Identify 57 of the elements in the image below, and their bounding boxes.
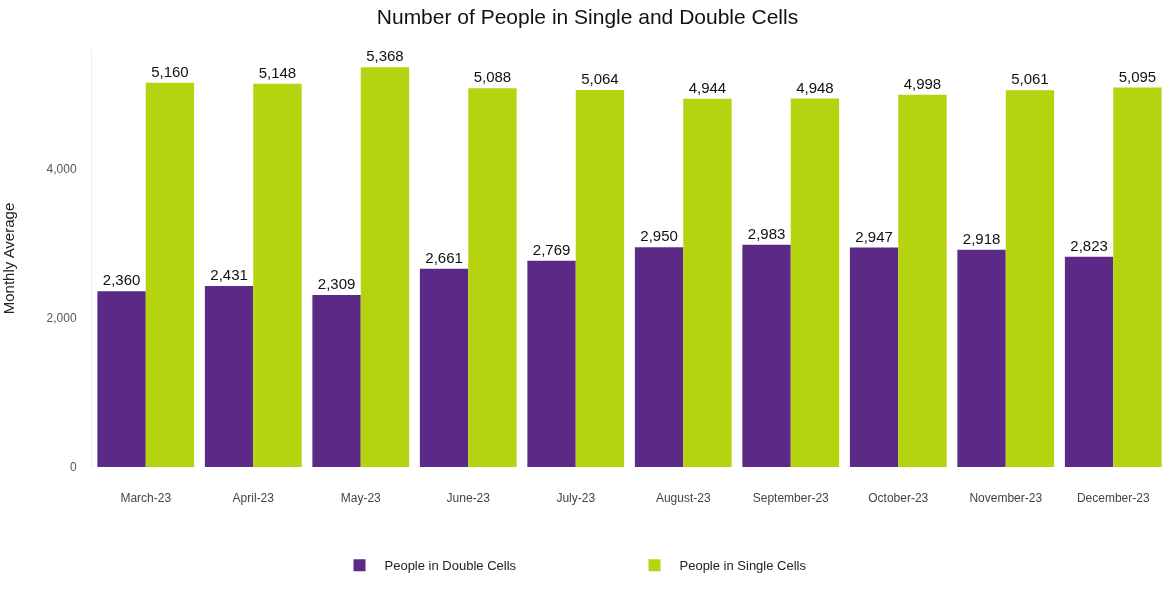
bar <box>204 285 254 467</box>
data-label: 4,998 <box>903 74 942 92</box>
bar <box>468 88 517 467</box>
x-tick-label: October-23 <box>868 491 929 505</box>
bar <box>1064 256 1114 467</box>
legend-label: People in Single Cells <box>679 558 807 574</box>
bar <box>849 247 899 467</box>
data-label: 4,944 <box>688 78 727 96</box>
x-tick-label: December-23 <box>1076 491 1150 505</box>
data-label: 4,948 <box>796 78 834 96</box>
bar <box>1113 87 1162 467</box>
data-label: 2,309 <box>317 275 356 293</box>
bar <box>898 94 947 467</box>
data-label: 2,983 <box>747 224 786 242</box>
bar <box>253 83 302 467</box>
y-tick-label: 4,000 <box>46 162 77 177</box>
y-axis-title: Monthly Average <box>0 202 17 315</box>
x-tick-label: May-23 <box>340 491 382 505</box>
y-tick-label: 0 <box>69 460 77 475</box>
data-label: 2,360 <box>102 271 141 289</box>
data-label: 5,368 <box>366 47 404 65</box>
bar <box>957 249 1006 467</box>
data-label: 2,918 <box>962 229 1001 247</box>
data-label: 5,088 <box>473 68 512 86</box>
bar <box>683 98 732 467</box>
bar <box>527 260 576 467</box>
y-tick-label: 2,000 <box>46 311 77 326</box>
data-label: 5,095 <box>1118 67 1157 85</box>
bar <box>575 89 625 467</box>
x-tick-label: July-23 <box>556 491 596 505</box>
bar <box>360 67 410 467</box>
data-label: 2,823 <box>1070 236 1108 254</box>
chart-title: Number of People in Single and Double Cells <box>376 4 799 28</box>
data-label: 5,148 <box>258 63 297 81</box>
data-label: 2,769 <box>532 240 571 258</box>
bar <box>634 247 684 467</box>
x-tick-label: April-23 <box>232 491 275 505</box>
data-label: 2,947 <box>855 227 893 245</box>
data-label: 5,160 <box>151 62 189 80</box>
bar <box>419 268 469 467</box>
data-label: 5,064 <box>581 69 619 87</box>
legend-label: People in Double Cells <box>384 558 517 574</box>
x-tick-label: August-23 <box>655 491 711 505</box>
bar <box>742 244 791 467</box>
x-tick-label: March-23 <box>120 491 172 505</box>
data-label: 2,661 <box>425 248 463 266</box>
data-label: 2,950 <box>640 227 678 245</box>
data-label: 2,431 <box>210 265 248 283</box>
bar <box>790 98 840 467</box>
x-tick-label: November-23 <box>969 491 1043 505</box>
bar <box>145 82 195 467</box>
bar <box>97 291 146 467</box>
bar <box>1005 90 1055 467</box>
data-label: 5,061 <box>1011 70 1049 88</box>
bar <box>312 295 361 467</box>
x-tick-label: September-23 <box>752 491 830 505</box>
x-tick-label: June-23 <box>446 491 491 505</box>
